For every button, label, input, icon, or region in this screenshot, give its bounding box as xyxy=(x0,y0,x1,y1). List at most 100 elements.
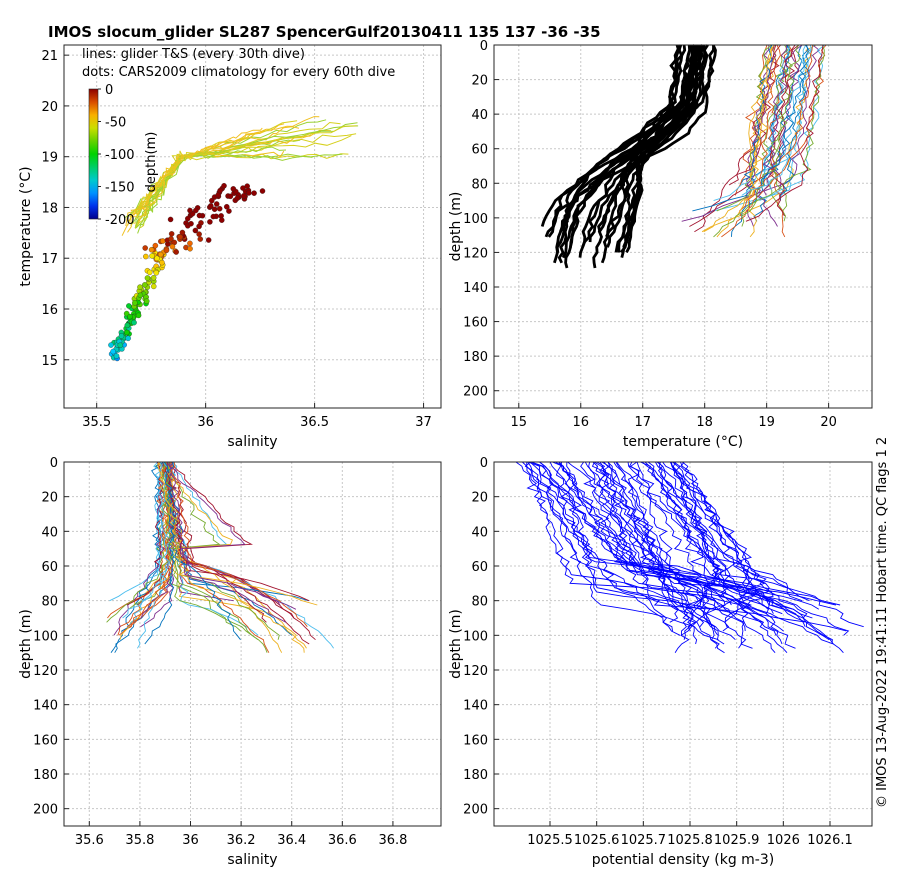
climatology-dot xyxy=(126,303,132,309)
y-tick-label: 140 xyxy=(463,699,488,714)
x-tick-label: 16 xyxy=(572,415,589,430)
plot-frame xyxy=(63,461,442,827)
x-tick-label: 35.5 xyxy=(82,415,111,430)
climatology-dot xyxy=(219,217,225,223)
climatology-dot xyxy=(124,329,130,336)
climatology-dot xyxy=(117,342,124,348)
density-profile xyxy=(592,461,680,623)
climatology-dot xyxy=(132,300,138,306)
climatology-dot xyxy=(216,205,223,212)
y-tick-label: 120 xyxy=(33,664,58,679)
climatology-dot xyxy=(150,275,157,281)
temperature-profile-thick xyxy=(588,44,704,243)
density-profile xyxy=(627,461,705,627)
x-tick-label: 1025.6 xyxy=(574,833,620,848)
plot-frame xyxy=(493,461,873,827)
density-profile xyxy=(656,461,769,610)
temperature-profile-thin xyxy=(741,44,801,227)
y-tick-label: 160 xyxy=(33,733,58,748)
climatology-dot xyxy=(160,238,166,244)
y-tick-label: 19 xyxy=(41,151,58,166)
climatology-dot xyxy=(135,312,142,319)
x-tick-label: 1025.5 xyxy=(527,833,573,848)
climatology-dot xyxy=(169,243,176,250)
climatology-dot xyxy=(142,282,148,288)
density-profile xyxy=(636,461,705,636)
annotation-lines: lines: glider T&S (every 30th dive) xyxy=(82,47,305,62)
climatology-dot xyxy=(192,227,199,234)
x-tick-label: 1025.8 xyxy=(667,833,713,848)
temperature-profile-thin xyxy=(741,44,807,196)
colorbar-tick-label: -50 xyxy=(105,116,126,131)
climatology-dot xyxy=(251,190,257,196)
x-axis-label: salinity xyxy=(227,434,277,450)
density-profile xyxy=(679,461,774,623)
density-profile xyxy=(527,461,681,636)
temperature-profile-thin xyxy=(747,44,773,238)
climatology-dot xyxy=(153,270,160,276)
climatology-dot xyxy=(167,216,174,223)
annotation-dots: dots: CARS2009 climatology for every 60t… xyxy=(82,65,395,80)
salinity-profile xyxy=(109,461,162,602)
climatology-dot xyxy=(124,322,131,329)
density-profile xyxy=(671,461,752,649)
y-tick-label: 160 xyxy=(463,316,488,331)
climatology-dot xyxy=(144,298,150,304)
temperature-profile-thin xyxy=(780,44,810,201)
density-profile xyxy=(591,461,720,649)
x-tick-label: 1025.9 xyxy=(714,833,760,848)
x-tick-label: 36 xyxy=(182,833,199,848)
y-tick-label: 40 xyxy=(471,108,488,123)
density-profile xyxy=(584,461,834,645)
glider-ts-line xyxy=(138,127,263,222)
x-tick-label: 36 xyxy=(197,415,214,430)
salinity-profile xyxy=(122,461,171,619)
climatology-dot xyxy=(143,253,149,260)
density-profile xyxy=(524,461,736,641)
climatology-dot xyxy=(207,219,213,225)
climatology-dot xyxy=(210,213,217,220)
climatology-dot xyxy=(144,275,151,281)
salinity-profile xyxy=(163,461,241,640)
side-note: © IMOS 13-Aug-2022 19:41:11 Hobart time.… xyxy=(875,437,890,808)
x-tick-label: 35.8 xyxy=(125,833,154,848)
y-axis-label: depth (m) xyxy=(18,609,34,679)
colorbar xyxy=(88,88,99,220)
density-profile xyxy=(531,461,830,641)
temperature-profile-thin xyxy=(760,44,810,186)
salinity-profile xyxy=(126,461,173,628)
temperature-profile-thin xyxy=(694,44,780,233)
y-tick-label: 20 xyxy=(471,74,488,89)
density-profile xyxy=(527,461,719,641)
salinity-profile xyxy=(126,461,164,606)
temperature-profile-thin xyxy=(759,44,826,202)
climatology-dot xyxy=(146,269,153,276)
density-profile xyxy=(629,461,719,636)
climatology-dot xyxy=(259,188,266,194)
x-tick-label: 35.6 xyxy=(75,833,104,848)
salinity-profile xyxy=(170,461,308,627)
density-profile xyxy=(526,461,768,615)
salinity-profile xyxy=(158,461,283,653)
y-tick-label: 80 xyxy=(471,595,488,610)
climatology-dot xyxy=(159,259,165,266)
panel-temperature-salinity: 35.5 36 36.5 37 15 16 17 18 19 20 21 salinity temper… xyxy=(18,44,442,450)
x-tick-label: 17 xyxy=(634,415,651,430)
figure-title: IMOS slocum_glider SL287 SpencerGulf2013… xyxy=(48,23,601,41)
x-tick-label: 20 xyxy=(820,415,837,430)
climatology-dot xyxy=(110,348,116,355)
y-tick-label: 80 xyxy=(41,595,58,610)
climatology-dot xyxy=(168,231,175,237)
climatology-dot xyxy=(118,333,125,339)
x-tick-label: 18 xyxy=(696,415,713,430)
density-profile xyxy=(580,461,731,614)
x-axis-label: salinity xyxy=(227,852,277,868)
colorbar-tick-label: 0 xyxy=(105,83,113,98)
y-tick-label: 140 xyxy=(463,281,488,296)
density-profile xyxy=(670,461,806,627)
climatology-dot xyxy=(152,242,159,249)
density-profile xyxy=(641,461,720,610)
x-tick-label: 37 xyxy=(415,415,432,430)
colorbar-tick-label: -150 xyxy=(105,181,135,196)
climatology-dot xyxy=(127,313,133,320)
